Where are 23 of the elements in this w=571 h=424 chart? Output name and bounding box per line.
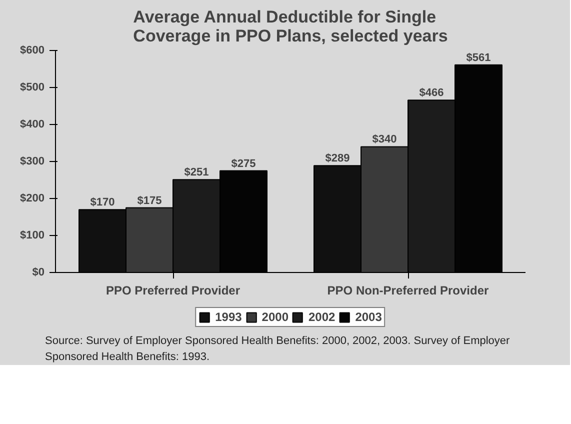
y-tick-label: $200 — [20, 192, 45, 204]
data-label: $251 — [184, 166, 209, 179]
legend-label: 1993 — [215, 310, 242, 324]
y-tick-label: $400 — [20, 118, 45, 130]
source-note: Source: Survey of Employer Sponsored Health Benefits: 2000, 2002, 2003. Survey of Employer Sponsored Health Benefits: 1993. — [45, 334, 511, 365]
data-label: $561 — [466, 52, 491, 64]
y-tick-label: $600 — [20, 44, 45, 56]
y-tick-label: $300 — [20, 156, 45, 168]
legend-label: 2003 — [355, 310, 382, 324]
data-label: $340 — [372, 134, 397, 146]
data-label: $289 — [325, 152, 350, 165]
legend-label: 2000 — [262, 310, 288, 324]
x-tick-label: PPO Non-Preferred Provider — [327, 284, 490, 298]
data-label: $175 — [137, 194, 162, 207]
legend-label: 2002 — [308, 310, 336, 324]
data-label: $275 — [231, 158, 256, 170]
data-label: $466 — [419, 87, 444, 100]
y-tick-label: $500 — [20, 82, 45, 94]
chart-title: Average Annual Deductible for Single Coverage in PPO Plans, selected years — [133, 8, 448, 46]
y-tick-label: $100 — [20, 230, 45, 242]
y-tick-label: $0 — [32, 266, 45, 278]
x-tick-label: PPO Preferred Provider — [106, 284, 240, 298]
data-label: $170 — [90, 196, 115, 209]
